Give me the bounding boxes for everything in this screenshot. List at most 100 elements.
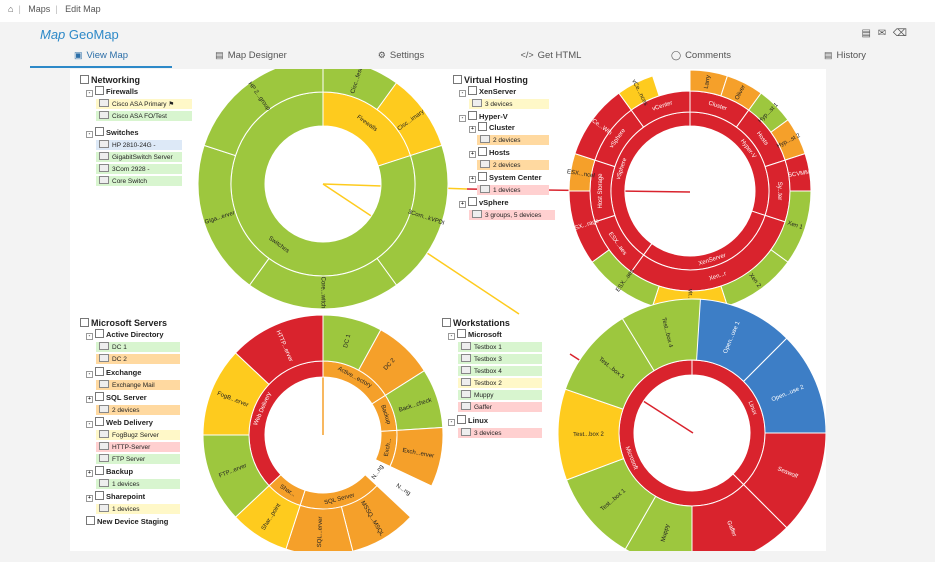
device-icon <box>99 140 109 148</box>
tree-leaf[interactable]: FogBugz Server <box>96 430 180 440</box>
expand-icon[interactable]: + <box>469 126 476 133</box>
tree-group[interactable]: - Active Directory <box>86 329 180 340</box>
networking-sunburst[interactable]: FirewallsSwitchesCisc...festCisc...imary… <box>197 58 449 310</box>
expand-icon[interactable]: + <box>459 201 466 208</box>
tree-group[interactable]: + Backup <box>86 466 180 477</box>
tree-group[interactable]: New Device Staging <box>86 516 180 527</box>
export-icon[interactable]: ▤ <box>861 28 871 39</box>
tree-leaf[interactable]: Cisco ASA FO/Test <box>96 111 192 121</box>
expand-icon[interactable]: + <box>469 151 476 158</box>
sunburst-label: DC 1 <box>343 333 352 348</box>
tree-leaf[interactable]: Testbox 1 <box>458 342 542 352</box>
tree-leaf[interactable]: Testbox 2 <box>458 378 542 388</box>
tree-leaf[interactable]: 1 devices <box>477 185 549 195</box>
tree-title[interactable]: Workstations <box>442 317 542 329</box>
tree-leaf[interactable]: Muppy <box>458 390 542 400</box>
tree-leaf[interactable]: Testbox 4 <box>458 366 542 376</box>
device-icon <box>99 405 109 413</box>
collapse-icon[interactable]: - <box>448 333 455 340</box>
collapse-icon[interactable]: - <box>448 419 455 426</box>
tree-group[interactable]: + Cluster <box>469 122 555 133</box>
tree-title[interactable]: Virtual Hosting <box>453 74 555 86</box>
tab-history[interactable]: ▤ History <box>823 50 867 61</box>
tab-get-html[interactable]: </> Get HTML <box>520 50 582 61</box>
collapse-icon[interactable]: - <box>459 115 466 122</box>
device-icon <box>99 164 109 172</box>
collapse-icon[interactable]: - <box>86 90 93 97</box>
folder-icon <box>95 367 104 376</box>
tree-group[interactable]: - Web Delivery <box>86 417 180 428</box>
tree-leaf[interactable]: Core Switch <box>96 176 182 186</box>
tree-group[interactable]: - Hyper-V <box>459 111 555 122</box>
tree-group[interactable]: + vSphere <box>459 197 555 208</box>
sunburst-segment[interactable] <box>618 75 660 111</box>
tree-leaf[interactable]: Gaffer <box>458 402 542 412</box>
device-icon <box>99 454 109 462</box>
collapse-icon[interactable]: - <box>86 131 93 138</box>
tree-group[interactable]: + Hosts <box>469 147 555 158</box>
delete-icon[interactable]: ⌫ <box>892 28 907 39</box>
collapse-icon[interactable]: - <box>86 421 93 428</box>
tree-leaf[interactable]: 2 devices <box>477 160 549 170</box>
tab-map-designer[interactable]: ▤ Map Designer <box>215 50 287 61</box>
sunburst-label: Linux <box>746 400 757 416</box>
device-icon <box>99 342 109 350</box>
map-canvas: Firewalls Switches Cisc...fest Cisc...imary… <box>70 58 827 562</box>
breadcrumb-maps[interactable]: Maps <box>28 4 51 14</box>
tree-group[interactable]: - Switches <box>86 127 192 138</box>
home-icon[interactable]: ⌂ <box>8 4 14 14</box>
sunburst-label: SCVMM <box>788 170 811 179</box>
device-icon <box>480 160 490 168</box>
collapse-icon[interactable]: - <box>459 90 466 97</box>
tab-settings[interactable]: ⚙ Settings <box>377 50 425 61</box>
tree-group[interactable]: + System Center <box>469 172 555 183</box>
tree-leaf[interactable]: 2 devices <box>477 135 549 145</box>
expand-icon[interactable]: + <box>469 176 476 183</box>
tree-leaf[interactable]: 1 devices <box>96 504 180 514</box>
mail-icon[interactable]: ✉ <box>877 28 887 39</box>
tree-leaf[interactable]: GigabitSwitch Server <box>96 152 182 162</box>
tree-group[interactable]: - Firewalls <box>86 86 192 97</box>
tree-group[interactable]: + Sharepoint <box>86 491 180 502</box>
sunburst-segment[interactable] <box>691 483 788 562</box>
tree-leaf[interactable]: 2 devices <box>96 405 180 415</box>
sunburst-segment[interactable] <box>621 298 701 372</box>
tab-comments[interactable]: ◯ Comments <box>670 50 731 61</box>
expand-icon[interactable]: + <box>86 396 93 403</box>
tree-leaf[interactable]: 1 devices <box>96 479 180 489</box>
tree-leaf[interactable]: 3 devices <box>458 428 542 438</box>
device-icon <box>461 366 471 374</box>
sunburst-label: Larry <box>704 75 712 89</box>
tree-group[interactable]: - Linux <box>448 415 542 426</box>
tab-view-map[interactable]: ▣ View Map <box>30 50 172 68</box>
tree-title[interactable]: Networking <box>80 74 192 86</box>
tree-leaf[interactable]: 3 groups, 5 devices <box>469 210 555 220</box>
tree-leaf[interactable]: DC 1 <box>96 342 180 352</box>
expand-icon[interactable]: + <box>86 470 93 477</box>
device-icon <box>99 430 109 438</box>
tree-leaf[interactable]: HP 2810-24G - <box>96 140 182 150</box>
tree-group[interactable]: - XenServer <box>459 86 555 97</box>
tree-group[interactable]: + SQL Server <box>86 392 180 403</box>
folder-icon <box>442 318 451 327</box>
breadcrumb-edit-map[interactable]: Edit Map <box>65 4 101 14</box>
tree-leaf[interactable]: HTTP-Server <box>96 442 180 452</box>
tree-leaf[interactable]: Exchange Mail <box>96 380 180 390</box>
tree-title[interactable]: Microsoft Servers <box>80 317 180 329</box>
tree-leaf[interactable]: 3 devices <box>469 99 549 109</box>
tree-leaf[interactable]: Testbox 3 <box>458 354 542 364</box>
expand-icon[interactable]: + <box>86 495 93 502</box>
sunburst-segment[interactable] <box>234 314 324 386</box>
tree-group[interactable]: - Exchange <box>86 367 180 378</box>
collapse-icon[interactable]: - <box>86 333 93 340</box>
tree-leaf[interactable]: DC 2 <box>96 354 180 364</box>
device-icon <box>99 111 109 119</box>
tree-leaf[interactable]: 3Com 2928 - <box>96 164 182 174</box>
device-icon <box>99 354 109 362</box>
tree-leaf[interactable]: FTP Server <box>96 454 180 464</box>
tree-leaf[interactable]: Cisco ASA Primary ⚑ <box>96 99 192 109</box>
collapse-icon[interactable]: - <box>86 371 93 378</box>
tree-group[interactable]: - Microsoft <box>448 329 542 340</box>
